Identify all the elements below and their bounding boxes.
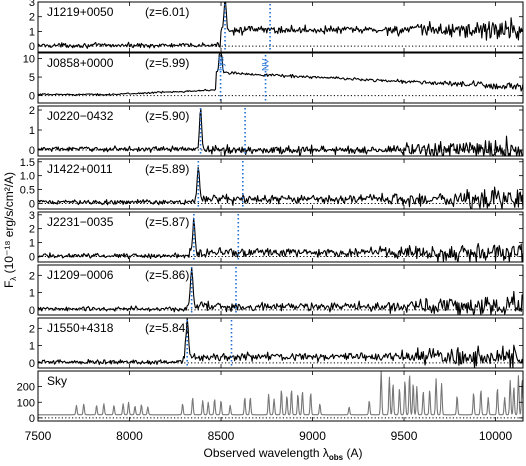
spectrum-3 [37, 166, 524, 210]
ytick-label-7-0: 0 [29, 413, 35, 425]
ytick-label-5-2: 2 [29, 270, 35, 282]
panel-7-frame [37, 370, 524, 422]
panel-redshift-5: (z=5.86) [145, 268, 189, 282]
spectrum-0 [37, 1, 524, 49]
ytick-label-4-2: 2 [29, 224, 35, 236]
panel-label-0: J1219+0050 [47, 5, 114, 19]
panel-2: 0 1 2 J0220−0432 (z=5.90) [29, 105, 524, 157]
panel-label-2: J0220−0432 [47, 109, 114, 123]
ytick-label-6-2: 2 [29, 323, 35, 335]
ytick-label-3-0: 0 [29, 198, 35, 210]
ytick-label-4-3: 3 [29, 210, 35, 222]
ytick-label-0-0: 0 [29, 41, 35, 53]
ytick-label-4-1: 1 [29, 238, 35, 250]
ytick-label-0-3: 3 [29, 0, 35, 9]
panel-label-5: J1209−0006 [47, 268, 114, 282]
panel-0: 0 1 2 3 J1219+0050 (z=6.01) [29, 0, 524, 53]
lya-label: Lyα [216, 57, 226, 71]
panel-redshift-3: (z=5.89) [145, 162, 189, 176]
panel-redshift-1: (z=5.99) [145, 56, 189, 70]
panel-6: 0 1 2 J1550+4318 (z=5.84) [29, 317, 524, 370]
panel-3-frame [37, 158, 524, 210]
xtick-label-3: 9000 [299, 429, 326, 443]
x-axis: 7500 8000 8500 9000 9500 10000 [25, 429, 513, 443]
x-axis-label: Observed wavelength λobs (A) [204, 446, 363, 461]
panel-7: 0 100 200 Sky [17, 370, 524, 425]
ytick-label-6-1: 1 [29, 341, 35, 353]
ytick-label-2-0: 0 [29, 145, 35, 157]
ytick-label-3-1: 0.5 [20, 185, 35, 197]
ytick-label-5-0: 0 [29, 305, 35, 317]
panel-5-frame [37, 264, 524, 316]
panel-label-1: J0858+0000 [47, 56, 114, 70]
sky-spectrum [37, 370, 524, 416]
xtick-label-5: 10000 [479, 429, 513, 443]
xtick-label-4: 9500 [391, 429, 418, 443]
panel-0-frame [37, 1, 524, 53]
ytick-label-7-1: 100 [17, 397, 35, 409]
ytick-label-2-1: 1 [29, 125, 35, 137]
spectrum-6 [37, 317, 524, 369]
panel-label-7: Sky [47, 374, 67, 388]
ytick-label-2-2: 2 [29, 105, 35, 117]
ytick-label-1-2: 10 [23, 54, 35, 66]
y-axis-label: Fλ (10⁻¹⁸ erg/s/cm²/A) [2, 172, 18, 288]
ytick-label-0-2: 2 [29, 12, 35, 24]
panel-redshift-4: (z=5.87) [145, 215, 189, 229]
xtick-label-0: 7500 [25, 429, 52, 443]
xtick-label-2: 8500 [208, 429, 235, 443]
ytick-label-7-2: 200 [17, 382, 35, 394]
ytick-label-3-2: 1.0 [20, 171, 35, 183]
ytick-label-3-3: 1.5 [20, 157, 35, 169]
panel-2-frame [37, 105, 524, 157]
spectrum-4 [37, 217, 524, 263]
panel-label-3: J1422+0011 [47, 162, 113, 176]
y-axis-label-sub: λ [9, 277, 18, 281]
y-axis-label-unit: (10⁻¹⁸ erg/s/cm²/A) [2, 172, 16, 273]
spectrum-2 [37, 108, 524, 157]
ytick-label-5-1: 1 [29, 288, 35, 300]
x-axis-label-sub: obs [329, 453, 344, 461]
ytick-label-1-1: 5 [29, 72, 35, 84]
ytick-label-1-0: 0 [29, 91, 35, 103]
ytick-label-0-1: 1 [29, 26, 35, 38]
panel-4: 01 2 3 J2231−0035 (z=5.87) [29, 210, 524, 263]
panel-redshift-0: (z=6.01) [145, 5, 189, 19]
panel-6-frame [37, 317, 524, 369]
xtick-label-1: 8000 [116, 429, 143, 443]
panel-label-6: J1550+4318 [47, 321, 114, 335]
spectrum-5 [37, 266, 524, 316]
panel-4-frame [37, 211, 524, 263]
nv-label: NV [261, 58, 271, 71]
panel-redshift-2: (z=5.90) [145, 109, 189, 123]
ytick-label-6-0: 0 [29, 358, 35, 370]
ytick-label-4-0: 0 [29, 251, 35, 263]
panel-1-frame [37, 52, 524, 104]
panel-1: Lyα NV 0 5 10 J0858+0000 (z=5.99) [23, 52, 524, 104]
panel-label-4: J2231−0035 [47, 215, 114, 229]
panel-3: 00.5 1.0 1.5 J1422+0011 (z=5.89) [20, 157, 524, 210]
panel-5: 0 1 2 J1209−0006 (z=5.86) [29, 264, 524, 317]
panel-redshift-6: (z=5.84) [145, 321, 189, 335]
spectrum-1 [37, 52, 524, 97]
x-axis-label-unit: (A) [346, 446, 362, 460]
